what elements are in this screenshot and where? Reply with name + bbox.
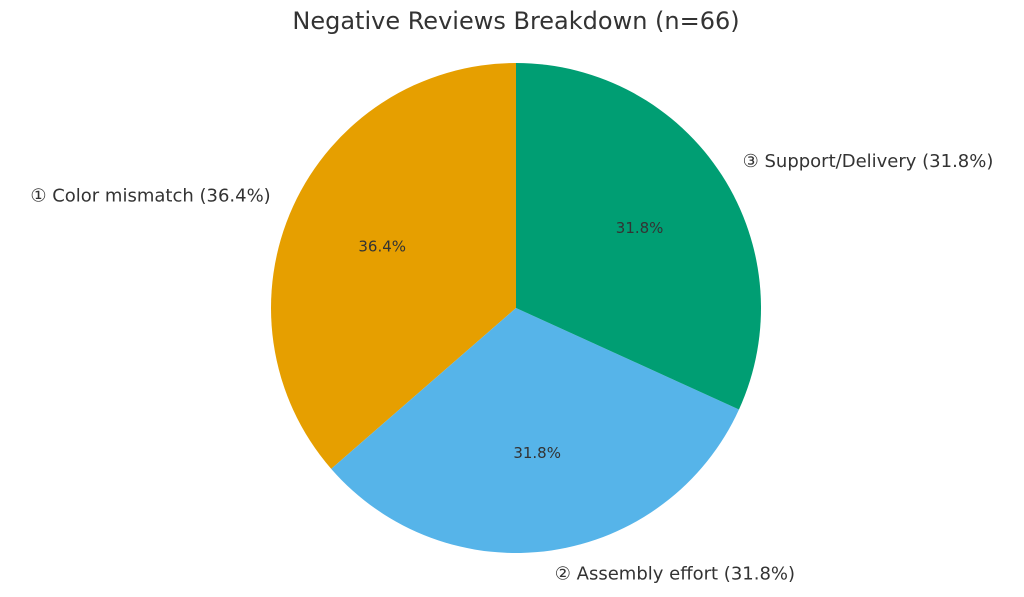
category-label: ① Color mismatch (36.4%)	[30, 185, 270, 206]
chart-title: Negative Reviews Breakdown (n=66)	[292, 7, 739, 35]
category-label: ② Assembly effort (31.8%)	[555, 564, 795, 585]
pie-slice	[271, 63, 516, 469]
value-label: 31.8%	[513, 444, 561, 462]
value-label: 36.4%	[358, 238, 406, 256]
pie-slice	[516, 63, 761, 410]
value-label: 31.8%	[616, 219, 664, 237]
category-label: ③ Support/Delivery (31.8%)	[743, 151, 994, 172]
pie-slice	[331, 308, 739, 553]
